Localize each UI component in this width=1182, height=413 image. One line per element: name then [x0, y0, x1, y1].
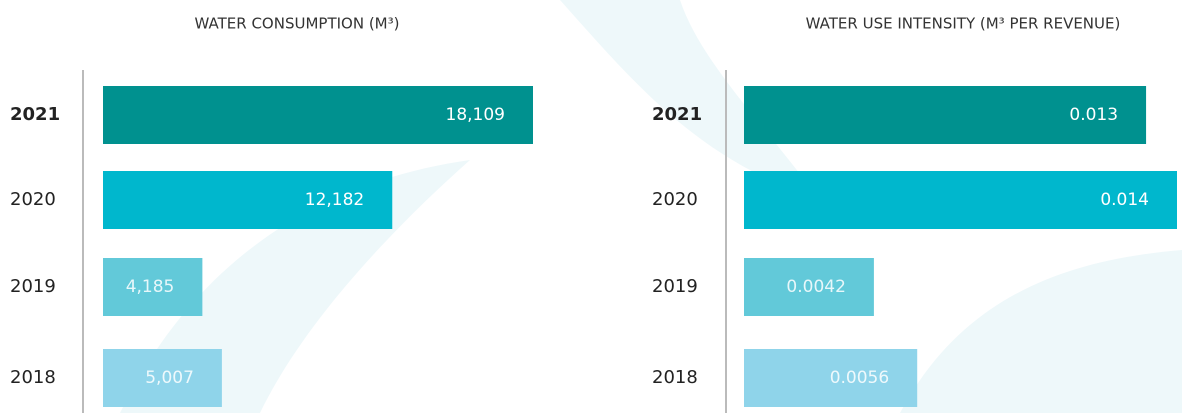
category-label: 2019: [10, 276, 56, 297]
value-label: 5,007: [145, 368, 194, 388]
chart-title: WATER USE INTENSITY (M³ PER REVENUE): [806, 15, 1121, 33]
category-label: 2020: [10, 189, 56, 210]
value-label: 0.0042: [786, 277, 845, 297]
category-label: 2020: [652, 189, 698, 210]
value-label: 0.014: [1100, 190, 1149, 210]
category-label: 2021: [10, 104, 60, 125]
category-label: 2018: [10, 367, 56, 388]
value-label: 4,185: [126, 277, 175, 297]
chart-title: WATER CONSUMPTION (M³): [195, 15, 400, 33]
value-label: 12,182: [305, 190, 364, 210]
category-label: 2018: [652, 367, 698, 388]
value-label: 0.013: [1069, 105, 1118, 125]
value-label: 18,109: [446, 105, 505, 125]
page: WATER CONSUMPTION (M³) 2021 18,109 2020 12,1…: [0, 0, 1182, 413]
category-label: 2019: [652, 276, 698, 297]
category-label: 2021: [652, 104, 702, 125]
value-label: 0.0056: [830, 368, 889, 388]
